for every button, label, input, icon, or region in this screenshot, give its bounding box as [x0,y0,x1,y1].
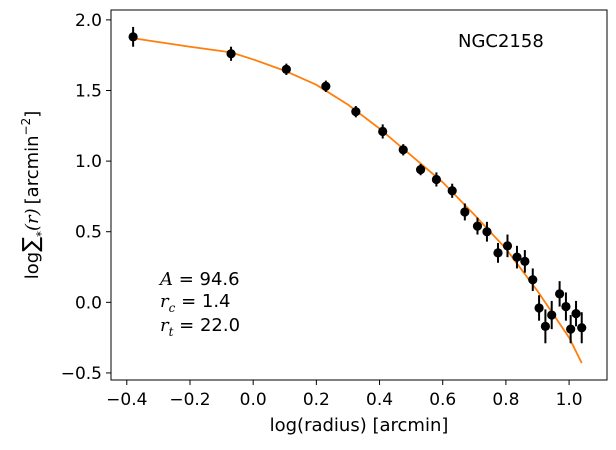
data-marker [577,323,587,333]
data-point [534,295,544,321]
data-point [555,281,565,307]
data-marker [547,310,557,320]
data-marker [502,241,513,251]
data-point [416,163,426,176]
data-marker [561,301,571,312]
param-rc: rc = 1.4 [160,291,231,315]
data-marker [482,227,492,237]
data-point [482,221,492,242]
data-marker [378,126,388,137]
y-label-unit-exp: −2 [19,118,33,136]
x-tick-label: 0.6 [429,390,456,410]
fit-parameters: A = 94.6 rc = 1.4 rt = 22.0 [158,269,240,339]
data-marker [398,145,408,155]
data-point [460,203,470,221]
y-label-r: (r) [22,208,43,231]
y-tick-label: 0.5 [75,223,102,243]
data-point [493,243,503,263]
data-point [398,144,408,156]
data-marker [528,275,538,285]
data-point [321,80,331,92]
y-tick-label: 1.5 [75,81,102,101]
data-point [378,124,388,139]
x-tick-label: 1.0 [556,390,583,410]
data-marker [472,221,483,231]
object-name-label: NGC2158 [458,31,544,52]
x-tick-label: −0.4 [106,390,147,410]
x-axis-label: log(radius) [arcmin] [270,415,449,436]
plot-background [111,10,607,380]
y-tick-label: 1.0 [75,152,102,172]
y-label-sum: ∑ [19,237,44,252]
svg-text:log∑*(r)[arcmin−2]: log∑*(r) [arcmin−2] [19,111,48,280]
y-tick-label: 0.0 [75,293,102,313]
y-axis-label: log∑*(r) [arcmin−2] [19,111,48,280]
data-point [502,234,513,258]
data-point [351,106,361,118]
data-marker [534,303,544,313]
data-marker [512,252,522,262]
y-label-unit-open: [arcmin [22,135,43,204]
data-marker [555,289,565,299]
x-tick-label: −0.2 [169,390,210,410]
y-label-log: log [22,252,43,279]
data-marker [128,32,138,42]
data-marker [281,64,291,74]
data-point [128,26,138,47]
param-a: A = 94.6 [158,269,240,290]
data-marker [571,309,581,319]
data-point [447,183,457,198]
data-point [512,245,522,269]
data-marker [540,321,550,331]
data-point [226,46,236,61]
x-tick-label: 0.2 [303,390,330,410]
data-point [577,312,587,344]
data-marker [566,324,576,334]
data-point [431,172,442,187]
y-tick-label: 2.0 [75,11,102,31]
x-axis-ticks: −0.4 −0.2 0.0 0.2 0.4 0.6 0.8 1.0 [106,380,583,410]
data-point [472,217,483,235]
data-point [561,292,571,321]
y-axis-ticks: −0.5 0.0 0.5 1.0 1.5 2.0 [61,11,111,384]
data-marker [447,186,457,196]
data-point [528,268,538,292]
data-marker [431,174,442,185]
data-point [540,309,550,344]
data-marker [520,256,530,266]
x-tick-label: 0.0 [240,390,267,410]
data-marker [493,248,503,258]
data-marker [416,164,426,175]
data-marker [351,107,361,117]
data-point [571,300,581,327]
plot-frame [110,9,608,381]
data-point [547,300,557,330]
data-point [566,315,576,344]
data-marker [321,81,331,91]
data-point [520,250,530,273]
data-layer [128,26,587,344]
data-point [281,63,291,75]
x-tick-label: 0.8 [492,390,519,410]
y-tick-label: −0.5 [61,364,102,384]
data-marker [226,49,236,59]
data-marker [460,207,470,217]
param-rt: rt = 22.0 [160,315,240,339]
x-tick-label: 0.4 [366,390,393,410]
y-label-unit-close: ] [22,111,43,118]
y-label-star: * [34,231,48,237]
